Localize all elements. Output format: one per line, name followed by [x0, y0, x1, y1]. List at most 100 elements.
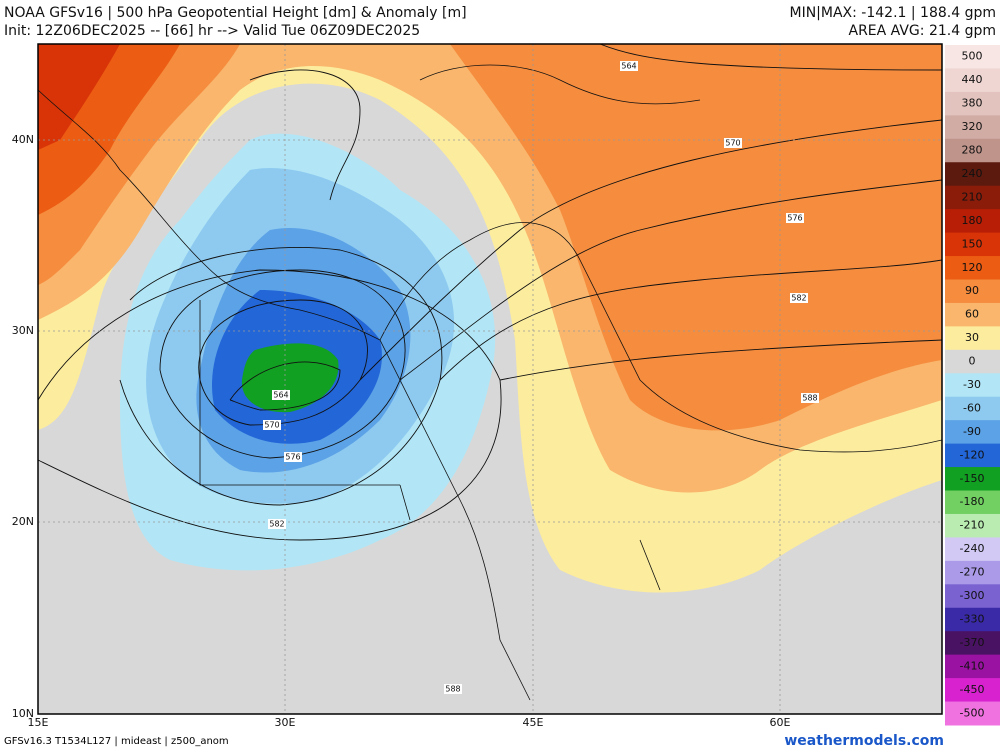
lon-label: 15E: [28, 716, 49, 729]
colorbar-label: -410: [960, 659, 985, 672]
colorbar-swatch: [945, 537, 1000, 562]
colorbar-swatch: [945, 256, 1000, 280]
colorbar-swatch: [945, 701, 1000, 726]
colorbar-label: 440: [962, 73, 983, 86]
colorbar-swatch: [945, 607, 1000, 632]
lon-label: 45E: [523, 716, 544, 729]
colorbar-swatch: [945, 68, 1000, 93]
lat-label: 20N: [12, 515, 34, 528]
colorbar-label: 240: [962, 167, 983, 180]
lat-label: 10N: [12, 707, 34, 720]
colorbar-swatch: [945, 185, 1000, 210]
lat-label: 30N: [12, 324, 34, 337]
contour-label-bg: [268, 519, 286, 529]
contour-label-bg: [444, 684, 462, 694]
colorbar-label: -60: [963, 401, 981, 414]
contour-label: 588: [445, 685, 460, 694]
colorbar-swatch: [945, 678, 1000, 703]
contour-label-bg: [272, 390, 290, 400]
contour-label-bg: [786, 213, 804, 223]
contour-label-bg: [284, 452, 302, 462]
colorbar-label: -330: [960, 612, 985, 625]
colorbar-swatch: [945, 279, 1000, 304]
colorbar-label: 280: [962, 144, 983, 157]
colorbar-swatch: [945, 443, 1000, 468]
colorbar-swatch: [945, 138, 1000, 163]
contour-label: 564: [273, 391, 288, 400]
coastlines: [38, 64, 942, 701]
colorbar-label: -120: [960, 448, 985, 461]
anomaly-red-core: [38, 44, 120, 150]
colorbar-label: 500: [962, 50, 983, 63]
anomaly-min-core: [241, 343, 339, 413]
colorbar-label: 380: [962, 97, 983, 110]
colorbar-swatch: [945, 302, 1000, 327]
lon-label: 60E: [770, 716, 791, 729]
contour-label: 570: [725, 139, 740, 148]
min-max: MIN|MAX: -142.1 | 188.4 gpm: [790, 5, 997, 21]
footer-left: GFSv16.3 T1534L127 | mideast | z500_anom: [4, 736, 229, 747]
colorbar-swatch: [945, 115, 1000, 140]
contour-label-bg: [724, 138, 742, 148]
contour-label-bg: [263, 420, 281, 430]
colorbar-label: -300: [960, 589, 985, 602]
area-avg: AREA AVG: 21.4 gpm: [849, 23, 997, 39]
contour-label-bg: [620, 61, 638, 71]
lat-label: 40N: [12, 133, 34, 146]
colorbar-swatch: [945, 209, 1000, 234]
colorbar-label: 180: [962, 214, 983, 227]
colorbar-label: -150: [960, 472, 985, 485]
colorbar-label: -180: [960, 495, 985, 508]
colorbar-label: 120: [962, 261, 983, 274]
colorbar-label: 210: [962, 190, 983, 203]
map: [38, 44, 942, 714]
colorbar-swatch: [945, 162, 1000, 187]
colorbar-swatch: [945, 326, 1000, 351]
contour-label: 570: [264, 421, 279, 430]
colorbar-swatch: [945, 45, 1000, 69]
colorbar-swatch: [945, 232, 1000, 257]
height-contours: [38, 44, 942, 541]
colorbar-label: -210: [960, 519, 985, 532]
colorbar-label: 0: [969, 355, 976, 368]
colorbar-label: -30: [963, 378, 981, 391]
colorbar-label: -450: [960, 683, 985, 696]
colorbar-label: -270: [960, 566, 985, 579]
contour-label-bg: [801, 393, 819, 403]
lon-label: 30E: [275, 716, 296, 729]
contour-label: 588: [802, 394, 817, 403]
footer-link[interactable]: weathermodels.com: [784, 733, 944, 749]
colorbar-label: -240: [960, 542, 985, 555]
colorbar-swatch: [945, 373, 1000, 398]
colorbar-label: 30: [965, 331, 979, 344]
init-line: Init: 12Z06DEC2025 -- [66] hr --> Valid …: [4, 23, 420, 39]
contour-label: 582: [269, 520, 284, 529]
contour-label: 576: [285, 453, 300, 462]
colorbar-label: -90: [963, 425, 981, 438]
contour-label: 564: [621, 62, 636, 71]
colorbar-swatch: [945, 513, 1000, 538]
colorbar-label: 90: [965, 284, 979, 297]
colorbar-swatch: [945, 467, 1000, 492]
colorbar-swatch: [945, 349, 1000, 374]
grid: [38, 44, 942, 714]
colorbar-label: 60: [965, 308, 979, 321]
colorbar-label: -370: [960, 636, 985, 649]
colorbar-swatch: [945, 420, 1000, 445]
colorbar-label: 320: [962, 120, 983, 133]
colorbar-swatch: [945, 631, 1000, 656]
title: NOAA GFSv16 | 500 hPa Geopotential Heigh…: [4, 5, 467, 21]
colorbar-swatch: [945, 490, 1000, 515]
colorbar-swatch: [945, 91, 1000, 116]
contour-label: 582: [791, 294, 806, 303]
contour-label: 576: [787, 214, 802, 223]
colorbar-label: -500: [960, 706, 985, 719]
colorbar-swatch: [945, 396, 1000, 421]
colorbar-swatch: [945, 584, 1000, 609]
colorbar-label: 150: [962, 237, 983, 250]
map-frame: [37, 43, 943, 715]
contour-label-bg: [790, 293, 808, 303]
anomaly-positive-orange: [450, 44, 942, 431]
colorbar-swatch: [945, 654, 1000, 679]
